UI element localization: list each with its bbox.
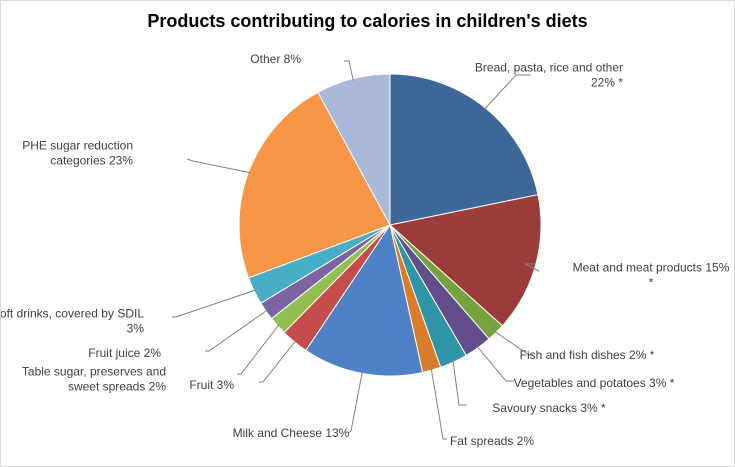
data-label: Fruit 3% — [189, 378, 234, 392]
data-label: Milk and Cheese 13% — [233, 426, 350, 440]
data-label: Savoury snacks 3% * — [492, 401, 606, 415]
data-label: Fish and fish dishes 2% * — [520, 348, 655, 362]
data-label: Table sugar, preserves and sweet spreads … — [22, 365, 166, 394]
leader-line — [344, 60, 354, 81]
leader-line — [172, 289, 257, 318]
leader-line — [494, 330, 533, 356]
data-label: Fruit juice 2% — [88, 346, 161, 360]
data-label: Soft drinks, covered by SDIL 3% — [1, 307, 144, 336]
data-label: Meat and meat products 15% * — [573, 261, 730, 290]
leader-line — [259, 340, 297, 383]
leader-line — [476, 345, 514, 382]
data-label: Vegetables and potatoes 3% * — [514, 376, 675, 390]
pie-slice-meat-and-meat-products — [388, 194, 542, 327]
leader-line — [347, 371, 363, 434]
data-label: Fat spreads 2% — [450, 434, 534, 448]
leader-line — [237, 324, 280, 375]
data-label: Other 8% — [250, 52, 301, 66]
leader-line — [430, 368, 447, 440]
leader-line — [483, 74, 531, 110]
leader-line — [186, 158, 251, 174]
leader-line — [452, 360, 467, 406]
chart-title: Products contributing to calories in chi… — [147, 11, 588, 31]
data-label: Bread, pasta, rice and other 22% * — [475, 61, 623, 90]
leader-line — [524, 263, 540, 272]
leader-line — [205, 309, 268, 352]
data-label: PHE sugar reduction categories 23% — [22, 139, 133, 168]
